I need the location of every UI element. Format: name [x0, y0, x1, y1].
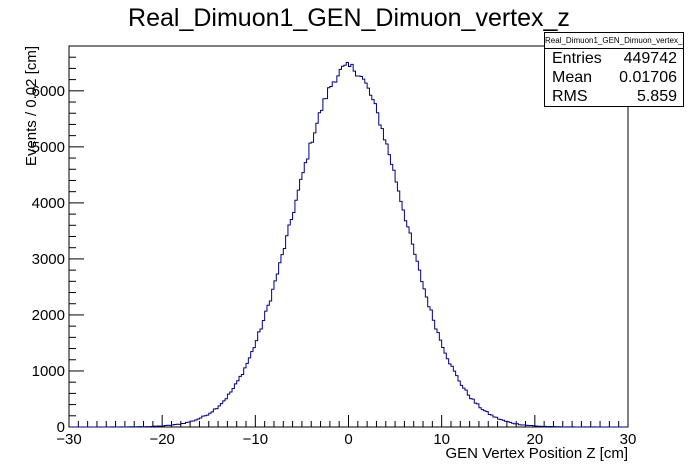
stats-row-entries: Entries 449742 [545, 49, 683, 68]
x-axis-ticks: −30 −20 −10 0 10 20 30 [56, 415, 636, 448]
x-tick-label: −30 [56, 431, 81, 448]
y-axis-label: Events / 0.02 [cm] [23, 46, 40, 166]
y-tick-label: 4000 [32, 195, 65, 212]
stats-row-rms: RMS 5.859 [545, 87, 683, 106]
stats-row-mean: Mean 0.01706 [545, 68, 683, 87]
y-axis-ticks: 0 1000 2000 3000 4000 5000 6000 [32, 45, 84, 436]
stats-mean-value: 0.01706 [619, 69, 677, 86]
y-tick-label: 5000 [32, 139, 65, 156]
y-tick-label: 0 [57, 419, 65, 436]
y-tick-label: 2000 [32, 307, 65, 324]
x-tick-label: −10 [243, 431, 268, 448]
stats-rms-value: 5.859 [636, 88, 677, 105]
y-tick-label: 1000 [32, 363, 65, 380]
stats-mean-label: Mean [552, 69, 593, 86]
stats-box-title: Real_Dimuon1_GEN_Dimuon_vertex_z [545, 33, 683, 49]
x-axis-label: GEN Vertex Position Z [cm] [445, 445, 628, 462]
x-tick-label: 30 [620, 431, 637, 448]
stats-entries-value: 449742 [623, 50, 677, 67]
x-tick-label: 20 [526, 431, 543, 448]
y-tick-label: 6000 [32, 83, 65, 100]
stats-entries-label: Entries [552, 50, 602, 67]
y-tick-label: 3000 [32, 251, 65, 268]
chart-title: Real_Dimuon1_GEN_Dimuon_vertex_z [128, 4, 570, 32]
x-tick-label: −20 [149, 431, 174, 448]
x-tick-label: 0 [344, 431, 352, 448]
stats-box: Real_Dimuon1_GEN_Dimuon_vertex_z Entries… [544, 32, 684, 107]
x-tick-label: 10 [433, 431, 450, 448]
histogram-series-line [69, 61, 628, 428]
stats-rms-label: RMS [552, 88, 588, 105]
